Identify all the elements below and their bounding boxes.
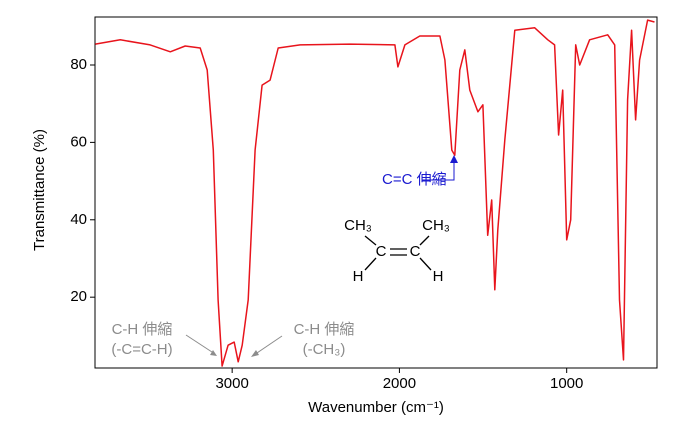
annotation-text: (-CH₃) <box>303 341 346 358</box>
annotation-text: (-C=C-H) <box>111 341 172 358</box>
y-tick-label: 20 <box>70 288 87 305</box>
annotation-arrow <box>253 335 283 356</box>
x-axis-label: Wavenumber (cm⁻¹) <box>308 399 444 416</box>
plot-frame <box>94 16 658 369</box>
y-tick-label: 60 <box>70 133 87 150</box>
arrowhead <box>210 350 217 356</box>
x-tick-label: 1000 <box>550 375 583 392</box>
structure-label: CH₃ <box>422 217 450 234</box>
annotation-text: C-H 伸縮 <box>294 321 355 338</box>
structure-label: C <box>410 243 421 260</box>
annotation-text: C=C 伸縮 <box>382 171 447 188</box>
x-tick-label: 3000 <box>215 375 248 392</box>
bond <box>419 257 432 271</box>
structure-label: C <box>376 243 387 260</box>
annotation-arrow <box>185 334 216 355</box>
structure-label: H <box>433 268 444 285</box>
bond <box>419 235 430 246</box>
bond <box>364 257 377 271</box>
x-tick-label: 2000 <box>383 375 416 392</box>
structure-label: H <box>353 268 364 285</box>
bond <box>364 235 377 246</box>
arrowhead <box>251 350 259 357</box>
spectrum-line <box>95 19 655 367</box>
y-tick-label: 40 <box>70 211 87 228</box>
annotation-arrow <box>422 160 455 181</box>
y-tick-label: 80 <box>70 56 87 73</box>
annotation-text: C-H 伸縮 <box>112 321 173 338</box>
structure-label: CH₃ <box>344 217 372 234</box>
y-axis-label: Transmittance (%) <box>31 129 48 251</box>
arrowhead <box>450 155 458 163</box>
